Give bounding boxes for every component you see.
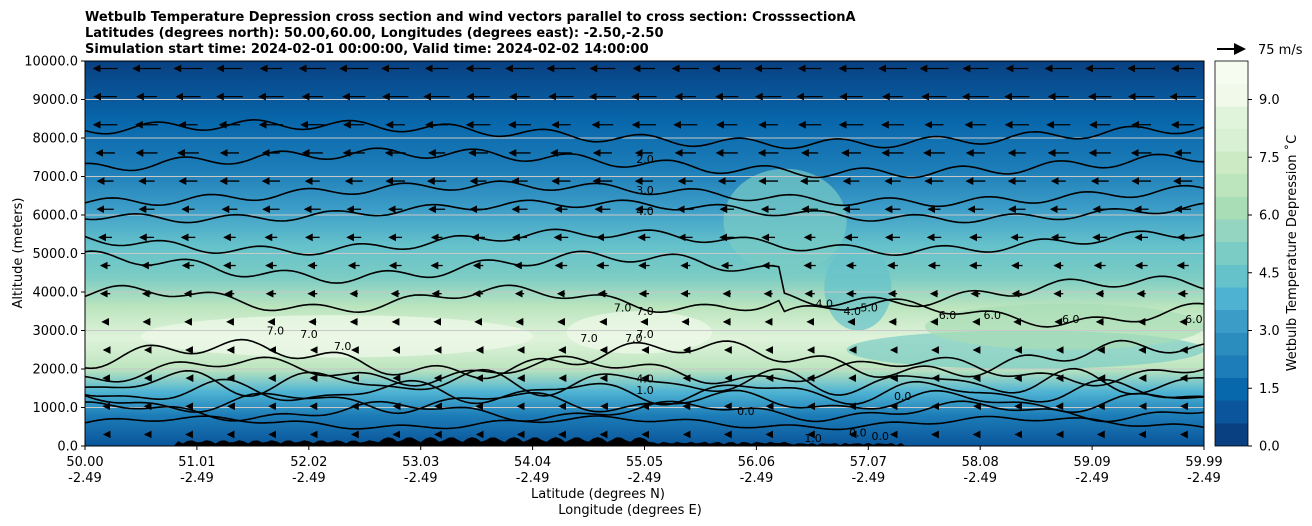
contour-label: 4.0	[636, 205, 654, 218]
contour-label: 7.0	[625, 332, 643, 345]
x-axis: 50.00-2.4951.01-2.4952.02-2.4953.03-2.49…	[66, 446, 1223, 486]
contour-label: 6.0	[984, 309, 1002, 322]
chart-title-line-1: Wetbulb Temperature Depression cross sec…	[85, 10, 856, 25]
contour-label: 7.0	[334, 340, 352, 353]
x-axis-label-2: Longitude (degrees E)	[558, 503, 702, 518]
y-tick-label: 1000.0	[33, 401, 79, 416]
terrain-silhouette	[85, 437, 1204, 446]
contour-line	[85, 199, 1204, 224]
colorbar-scale	[1214, 60, 1249, 447]
x-tick-label-lat: 53.03	[402, 455, 439, 470]
colorbar: 0.0 1.5 3.0 4.5 6.0 7.5 9.0 Wetbulb Temperatur…	[1214, 60, 1300, 455]
x-tick-label-lon: -2.49	[292, 471, 326, 486]
contour-label: 6.0	[939, 309, 957, 322]
contour-label: 7.0	[614, 301, 632, 314]
y-tick-label: 5000.0	[33, 247, 79, 262]
x-tick-label-lon: -2.49	[1075, 471, 1109, 486]
contour-label: 1.0	[804, 432, 822, 445]
plot-area: 2.03.04.07.0 7.07.07.07.07.0 7.07.04.01.00…	[85, 61, 1204, 446]
y-tick-label: 2000.0	[33, 363, 79, 378]
contour-label: 1.0	[636, 384, 654, 397]
contour-label: 5.0	[860, 301, 878, 314]
contour-label: 7.0	[580, 332, 598, 345]
x-axis-label: Latitude (degrees N)	[531, 487, 665, 502]
x-tick-label-lat: 59.09	[1073, 455, 1110, 470]
chart-title-line-2: Latitudes (degrees north): 50.00,60.00, …	[85, 26, 664, 41]
contour-label: 4.0	[636, 372, 654, 385]
y-tick-label: 10000.0	[24, 55, 78, 70]
y-tick-label: 7000.0	[33, 170, 79, 185]
y-tick-label: 0.0	[57, 440, 78, 455]
y-tick-label: 9000.0	[33, 93, 79, 108]
field-patch	[925, 303, 1204, 350]
wind-vectors	[92, 64, 1196, 439]
colorbar-tick-label: 0.0	[1259, 440, 1280, 455]
x-tick-label-lat: 52.02	[290, 455, 327, 470]
contour-label: 6.0	[1062, 313, 1080, 326]
colorbar-tick-label: 1.5	[1259, 382, 1280, 397]
x-tick-label-lon: -2.49	[851, 471, 885, 486]
quiver-key: 75 m/s	[1217, 43, 1303, 58]
contour-label: 4.0	[844, 305, 862, 318]
x-tick-label-lon: -2.49	[180, 471, 214, 486]
colorbar-tick-label: 4.5	[1259, 266, 1280, 281]
contour-line	[85, 378, 1204, 406]
contour-label: 0.0	[872, 430, 890, 443]
terrain	[85, 437, 1204, 446]
colorbar-tick-label: 3.0	[1259, 324, 1280, 339]
contour-label: 7.0	[636, 305, 654, 318]
colorbar-ticks: 0.0 1.5 3.0 4.5 6.0 7.5 9.0	[1248, 93, 1280, 455]
x-tick-label-lat: 54.04	[514, 455, 551, 470]
x-tick-label-lon: -2.49	[740, 471, 774, 486]
x-tick-label-lon: -2.49	[516, 471, 550, 486]
colorbar-tick-label: 7.5	[1259, 151, 1280, 166]
contour-line	[85, 228, 1204, 257]
quiver-key-label: 75 m/s	[1258, 43, 1303, 58]
x-tick-label-lon: -2.49	[404, 471, 438, 486]
field-patch	[723, 168, 847, 273]
contour-label: 7.0	[267, 324, 285, 337]
contour-label: 7.0	[300, 328, 318, 341]
y-tick-label: 6000.0	[33, 209, 79, 224]
colorbar-tick-label: 9.0	[1259, 93, 1280, 108]
x-tick-label-lon: -2.49	[1187, 471, 1221, 486]
x-tick-label-lon: -2.49	[628, 471, 662, 486]
contour-label: 6.0	[1185, 313, 1203, 326]
contour-label: 7.0	[636, 328, 654, 341]
contour-line	[85, 118, 1204, 150]
colorbar-tick-label: 6.0	[1259, 209, 1280, 224]
contour-line	[85, 180, 1204, 208]
colorbar-label: Wetbulb Temperature Depression ˚C	[1284, 135, 1300, 372]
contour-label: 4.0	[816, 297, 834, 310]
contour-line	[85, 415, 1204, 431]
x-tick-label-lon: -2.49	[68, 471, 102, 486]
chart-title-line-3: Simulation start time: 2024-02-01 00:00:…	[85, 42, 649, 57]
y-tick-label: 4000.0	[33, 286, 79, 301]
x-tick-label-lat: 58.08	[962, 455, 999, 470]
x-tick-label-lat: 51.01	[178, 455, 215, 470]
contour-label: 0.0	[737, 405, 755, 418]
contour-labels: 2.03.04.07.0 7.07.07.07.07.0 7.07.04.01.00…	[267, 153, 1203, 445]
x-tick-label-lat: 59.99	[1185, 455, 1222, 470]
y-tick-label: 8000.0	[33, 132, 79, 147]
x-tick-label-lat: 50.00	[66, 455, 103, 470]
x-tick-label-lon: -2.49	[963, 471, 997, 486]
y-axis: 0.0 1000.0 2000.0 3000.0 4000.0 5000.0 6000.0 7…	[24, 55, 85, 455]
y-tick-label: 3000.0	[33, 324, 79, 339]
x-tick-label-lat: 55.05	[626, 455, 663, 470]
x-tick-label-lat: 57.07	[850, 455, 887, 470]
contour-label: 3.0	[636, 184, 654, 197]
x-tick-label-lat: 56.06	[738, 455, 775, 470]
contour-label: 2.0	[636, 153, 654, 166]
contour-label: 0.0	[894, 390, 912, 403]
y-axis-label: Altitude (meters)	[11, 198, 26, 309]
contour-label: 0.0	[849, 426, 867, 439]
